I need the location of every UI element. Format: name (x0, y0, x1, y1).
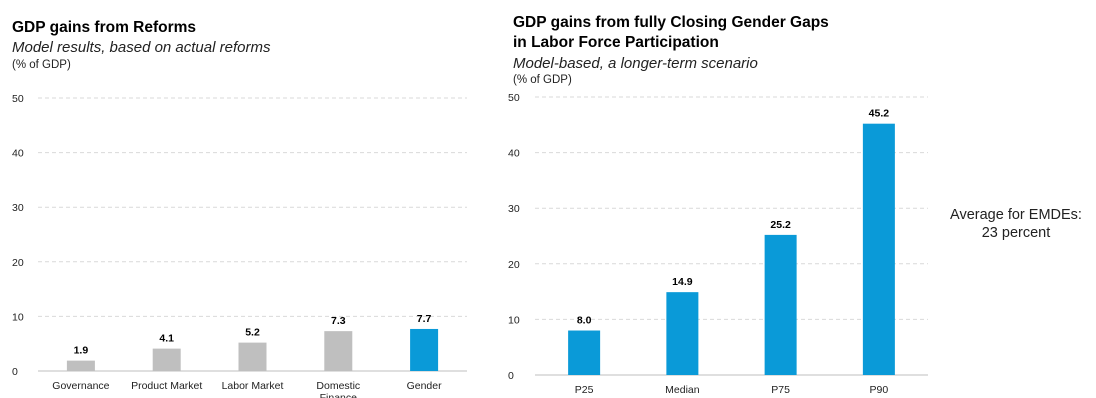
chart-subtitle: Model results, based on actual reforms (12, 39, 271, 56)
x-category-label: Governance (52, 380, 109, 392)
chart-gender-gaps: GDP gains from fully Closing Gender Gaps… (500, 0, 930, 398)
bar-p25 (568, 330, 601, 375)
data-label: 45.2 (869, 108, 890, 120)
y-tick-label: 40 (12, 148, 24, 160)
data-label: 14.9 (672, 276, 693, 288)
x-category-label: P25 (575, 384, 594, 396)
y-tick-label: 30 (508, 203, 520, 215)
data-label: 7.7 (417, 313, 432, 325)
annotation-line-2: 23 percent (981, 225, 1051, 241)
y-tick-label: 0 (508, 370, 514, 382)
bar-p90 (862, 123, 895, 375)
data-label: 7.3 (331, 315, 346, 327)
y-tick-label: 20 (508, 259, 520, 271)
bar-chart-reforms: 0 10 20 30 40 50 1.9 Governance 4.1 Product Marke… (12, 93, 467, 398)
data-label: 8.0 (577, 315, 592, 327)
x-category-label: Finance (320, 392, 358, 398)
data-label: 25.2 (770, 219, 791, 231)
bar-governance (66, 360, 95, 371)
bar-product-market (152, 348, 181, 371)
x-category-label: Product Market (131, 380, 202, 392)
data-label: 4.1 (159, 333, 174, 345)
bar-median (666, 292, 699, 375)
x-category-label: Labor Market (222, 380, 284, 392)
x-category-label: Median (665, 384, 700, 396)
y-tick-label: 10 (12, 311, 24, 323)
x-category-label: Domestic (316, 380, 360, 392)
bar-domestic-finance (324, 331, 353, 371)
bar-labor-market (238, 342, 267, 371)
bar-gender (410, 328, 439, 371)
y-unit-label: (% of GDP) (513, 74, 572, 86)
y-tick-label: 20 (12, 257, 24, 269)
y-tick-label: 10 (508, 314, 520, 326)
chart-reforms: GDP gains from Reforms Model results, ba… (0, 0, 480, 398)
bar-chart-gender-gaps: 0 10 20 30 40 50 8.0 P25 14.9 Median 25.2 P75 45.2 P9… (508, 92, 928, 396)
y-tick-label: 50 (12, 93, 24, 105)
data-label: 5.2 (245, 327, 260, 339)
annotation-line-1: Average for EMDEs: (950, 207, 1082, 223)
chart-title-line-2: in Labor Force Participation (513, 34, 719, 51)
data-label: 1.9 (74, 345, 89, 357)
x-category-label: Gender (407, 380, 443, 392)
y-tick-label: 50 (508, 92, 520, 104)
x-category-label: P75 (771, 384, 790, 396)
average-annotation: Average for EMDEs: 23 percent (936, 206, 1096, 242)
y-tick-label: 30 (12, 202, 24, 214)
y-tick-label: 0 (12, 366, 18, 378)
x-category-label: P90 (870, 384, 889, 396)
chart-title: GDP gains from Reforms (12, 19, 197, 36)
chart-title-line-1: GDP gains from fully Closing Gender Gaps (513, 14, 829, 31)
y-tick-label: 40 (508, 148, 520, 160)
y-unit-label: (% of GDP) (12, 59, 71, 71)
bar-p75 (764, 234, 797, 375)
chart-subtitle: Model-based, a longer-term scenario (513, 55, 758, 72)
